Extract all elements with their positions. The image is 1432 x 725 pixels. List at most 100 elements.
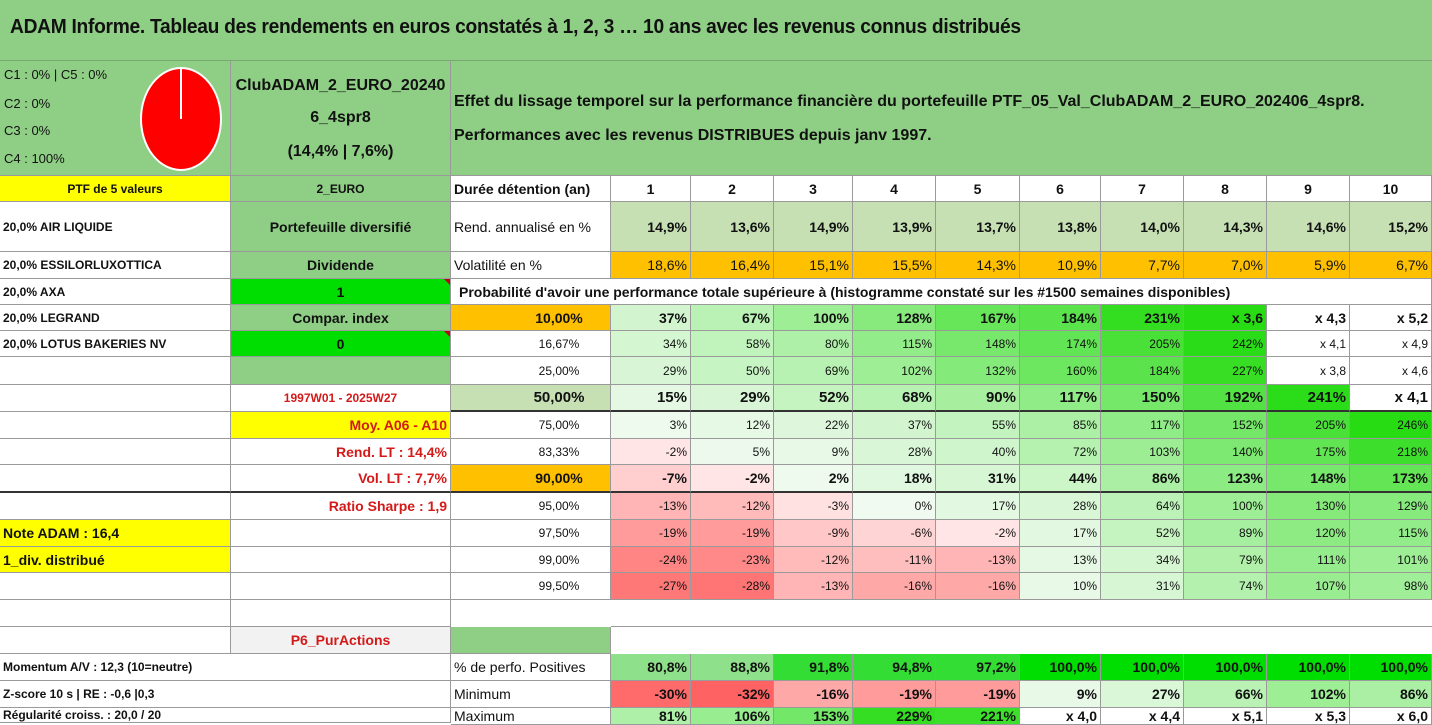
- quantile-value: 72%: [1020, 439, 1101, 465]
- quantile-label: 83,33%: [451, 439, 611, 465]
- quantile-value: x 4,1: [1267, 331, 1350, 357]
- report-title-bar: ADAM Informe. Tableau des rendements en …: [0, 0, 1432, 61]
- quantile-value: 17%: [1020, 520, 1101, 547]
- quantile-value: 184%: [1101, 357, 1184, 385]
- quantile-value: 205%: [1267, 412, 1350, 439]
- quantile-value: 242%: [1184, 331, 1267, 357]
- category-line-c4: C4 : 100%: [4, 151, 65, 166]
- quantile-value: 140%: [1184, 439, 1267, 465]
- category-summary: C1 : 0% | C5 : 0% C2 : 0% C3 : 0% C4 : 1…: [0, 61, 231, 176]
- quantile-value: 29%: [611, 357, 691, 385]
- quantile-value: 192%: [1184, 385, 1267, 412]
- holding-item: 20,0% LOTUS BAKERIES NV: [0, 331, 231, 357]
- currency-label: 2_EURO: [231, 176, 451, 202]
- quantile-value: 100%: [1184, 493, 1267, 520]
- volatility-value: 7,7%: [1101, 252, 1184, 279]
- quantile-value: x 4,6: [1350, 357, 1432, 385]
- portfolio-name-line1: ClubADAM_2_EURO_20240: [235, 77, 446, 94]
- minimum-value: 66%: [1184, 681, 1267, 708]
- year-header: 4: [853, 176, 936, 202]
- quantile-label: 10,00%: [451, 305, 611, 331]
- quantile-value: x 4,1: [1350, 385, 1432, 412]
- quantile-value: -11%: [853, 547, 936, 573]
- quantile-value: 129%: [1350, 493, 1432, 520]
- quantile-label: 99,00%: [451, 547, 611, 573]
- quantile-value: 34%: [1101, 547, 1184, 573]
- empty-sidebar-cell: [0, 573, 231, 600]
- minimum-value: -19%: [936, 681, 1020, 708]
- quantile-value: -2%: [691, 465, 774, 493]
- profile-label: P6_PurActions: [231, 627, 451, 654]
- quantile-value: -3%: [774, 493, 853, 520]
- quantile-label: 99,50%: [451, 573, 611, 600]
- quantile-value: -13%: [774, 573, 853, 600]
- quantile-value: 103%: [1101, 439, 1184, 465]
- volatility-value: 6,7%: [1350, 252, 1432, 279]
- quantile-value: 44%: [1020, 465, 1101, 493]
- quantile-value: 3%: [611, 412, 691, 439]
- quantile-value: 64%: [1101, 493, 1184, 520]
- quantile-label: 90,00%: [451, 465, 611, 493]
- quantile-value: 74%: [1184, 573, 1267, 600]
- description-line2: Performances avec les revenus DISTRIBUES…: [454, 127, 932, 144]
- positive-perf-value: 80,8%: [611, 654, 691, 681]
- minimum-value: -30%: [611, 681, 691, 708]
- quantile-value: -27%: [611, 573, 691, 600]
- average-label: Moy. A06 - A10: [231, 412, 451, 439]
- quantile-value: 152%: [1184, 412, 1267, 439]
- empty-sidebar-cell: [0, 385, 231, 412]
- empty-param-cell: [231, 520, 451, 547]
- quantile-value: 100%: [774, 305, 853, 331]
- period-label: 1997W01 - 2025W27: [231, 385, 451, 412]
- holding-period-label: Durée détention (an): [451, 176, 611, 202]
- positive-perf-value: 100,0%: [1184, 654, 1267, 681]
- quantile-value: -13%: [611, 493, 691, 520]
- quantile-value: 9%: [774, 439, 853, 465]
- quantile-value: -9%: [774, 520, 853, 547]
- quantile-value: 148%: [1267, 465, 1350, 493]
- quantile-value: 102%: [853, 357, 936, 385]
- positive-perf-value: 100,0%: [1267, 654, 1350, 681]
- quantile-value: 5%: [691, 439, 774, 465]
- volatility-value: 15,1%: [774, 252, 853, 279]
- sharpe-ratio: Ratio Sharpe : 1,9: [231, 493, 451, 520]
- volatility-value: 7,0%: [1184, 252, 1267, 279]
- quantile-value: 69%: [774, 357, 853, 385]
- category-line-c2: C2 : 0%: [4, 96, 51, 111]
- empty-sidebar-cell: [0, 465, 231, 493]
- volatility-value: 14,3%: [936, 252, 1020, 279]
- portfolio-type: Portefeuille diversifié: [231, 202, 451, 252]
- volatility-value: 18,6%: [611, 252, 691, 279]
- minimum-value: -16%: [774, 681, 853, 708]
- quantile-value: 85%: [1020, 412, 1101, 439]
- description-box: Effet du lissage temporel sur la perform…: [451, 61, 1432, 176]
- portfolio-name-line2: 6_4spr8: [310, 109, 371, 126]
- positive-perf-value: 91,8%: [774, 654, 853, 681]
- quantile-value: 18%: [853, 465, 936, 493]
- quantile-value: 31%: [1101, 573, 1184, 600]
- empty-sidebar-cell: [0, 412, 231, 439]
- quantile-value: 2%: [774, 465, 853, 493]
- volatility-label: Volatilité en %: [451, 252, 611, 279]
- quantile-value: x 3,6: [1184, 305, 1267, 331]
- quantile-value: 37%: [853, 412, 936, 439]
- minimum-value: -32%: [691, 681, 774, 708]
- positive-perf-value: 100,0%: [1020, 654, 1101, 681]
- quantile-value: 115%: [1350, 520, 1432, 547]
- quantile-value: -12%: [691, 493, 774, 520]
- quantile-value: 123%: [1184, 465, 1267, 493]
- empty-param-cell: [231, 357, 451, 385]
- quantile-value: -19%: [691, 520, 774, 547]
- quantile-value: -16%: [853, 573, 936, 600]
- annualized-return-value: 15,2%: [1350, 202, 1432, 252]
- annualized-return-value: 13,7%: [936, 202, 1020, 252]
- minimum-value: -19%: [853, 681, 936, 708]
- quantile-value: 98%: [1350, 573, 1432, 600]
- volatility-value: 5,9%: [1267, 252, 1350, 279]
- year-header: 7: [1101, 176, 1184, 202]
- dividend-label: Dividende: [231, 252, 451, 279]
- distributed-dividend: 1_div. distribué: [0, 547, 231, 573]
- quantile-value: 12%: [691, 412, 774, 439]
- quantile-value: 117%: [1101, 412, 1184, 439]
- annualized-return-value: 14,9%: [611, 202, 691, 252]
